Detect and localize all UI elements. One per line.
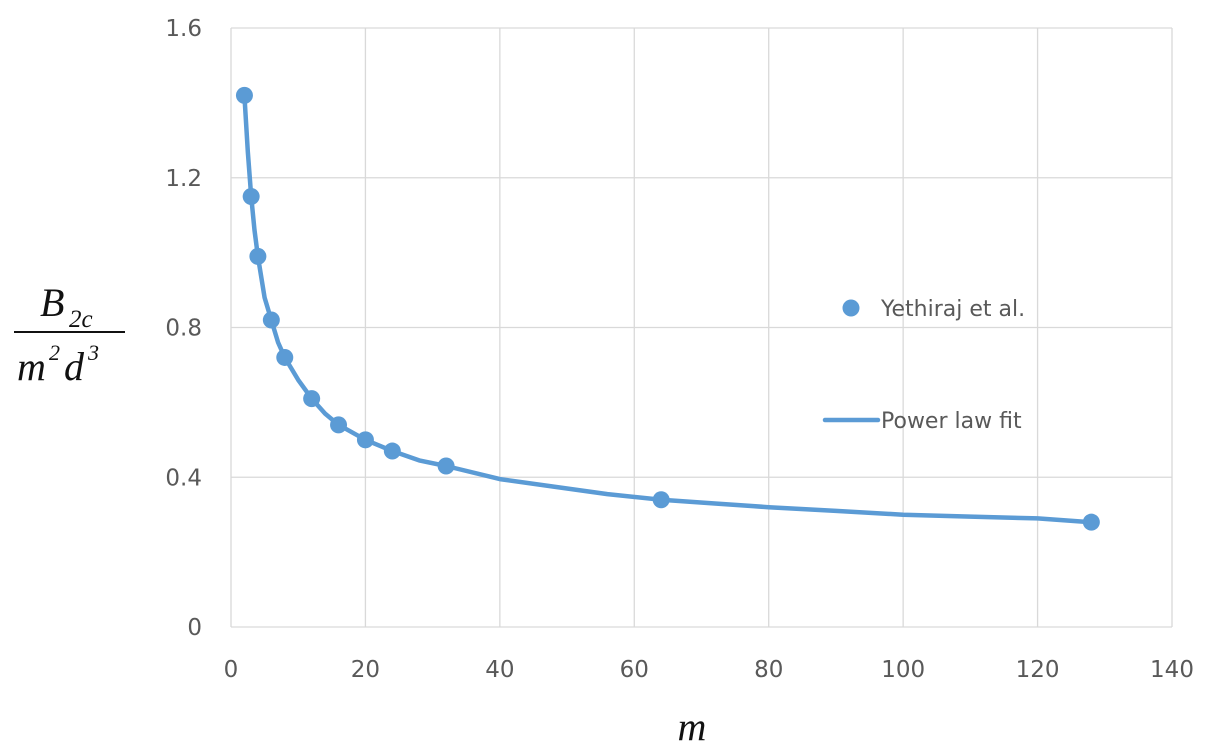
x-tick-label-4: 80	[754, 657, 783, 683]
data-point	[357, 431, 374, 448]
x-tick-label-7: 140	[1150, 657, 1194, 683]
data-point	[384, 443, 401, 460]
data-point	[243, 188, 260, 205]
legend: Yethiraj et al. Power law fit	[825, 297, 1025, 434]
data-point	[330, 416, 347, 433]
data-point	[236, 87, 253, 104]
x-tick-label-2: 40	[485, 657, 514, 683]
y-axis-label: B 2c m 2 d 3	[14, 280, 125, 389]
data-point	[303, 390, 320, 407]
x-tick-label-3: 60	[620, 657, 649, 683]
data-point	[653, 491, 670, 508]
y-tick-label-2: 0.8	[165, 316, 202, 342]
x-tick-labels: 0 20 40 60 80 100 120 140	[224, 657, 1194, 683]
legend-marker-yethiraj	[843, 300, 860, 317]
legend-label-yethiraj: Yethiraj et al.	[880, 297, 1025, 322]
y-label-denominator-d: d	[64, 344, 85, 389]
legend-label-power-law: Power law fit	[881, 409, 1022, 434]
y-label-numerator: B	[40, 280, 64, 325]
x-tick-label-5: 100	[881, 657, 925, 683]
data-point	[1083, 514, 1100, 531]
x-axis-label: m	[678, 704, 707, 744]
x-tick-label-0: 0	[224, 657, 239, 683]
data-point	[249, 248, 266, 265]
y-tick-label-3: 1.2	[165, 166, 202, 192]
data-point	[276, 349, 293, 366]
data-point	[438, 458, 455, 475]
x-tick-label-6: 120	[1016, 657, 1060, 683]
y-tick-label-4: 1.6	[165, 16, 202, 42]
y-tick-label-0: 0	[187, 615, 202, 641]
y-tick-label-1: 0.4	[165, 465, 202, 491]
y-tick-labels: 0 0.4 0.8 1.2 1.6	[165, 16, 202, 641]
y-label-denominator-m-exponent: 2	[49, 340, 60, 365]
y-label-denominator-d-exponent: 3	[87, 340, 99, 365]
x-tick-label-1: 20	[351, 657, 380, 683]
grid-lines	[231, 28, 1172, 627]
data-point	[263, 312, 280, 329]
y-label-numerator-subscript: 2c	[69, 306, 93, 333]
y-label-denominator-m: m	[17, 344, 46, 389]
